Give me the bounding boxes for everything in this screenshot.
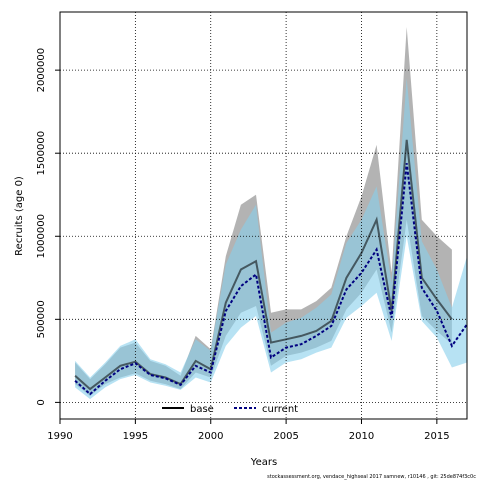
x-tick-label-1990: 1990 [47,431,72,442]
legend-base-label: base [190,404,214,415]
y-tick-label-2000000: 2000000 [36,48,47,93]
legend-current-label: current [262,404,298,415]
plot-frame [59,11,468,420]
x-tick-label-2005: 2005 [273,431,298,442]
footer-credit: stockassessment.org, vendace_highseal 20… [267,474,476,480]
series-line-base [74,139,453,391]
band-current [75,78,467,400]
legend: base current [162,404,298,415]
y-tick-label-500000: 500000 [36,300,47,338]
y-axis-title: Recruits (age 0) [14,176,25,256]
x-tick-label-2000: 2000 [198,431,223,442]
series-lines [74,139,468,396]
x-axis: 1990 1995 2000 2005 2010 2015 [47,419,450,442]
confidence-bands [75,27,467,400]
x-tick-label-2015: 2015 [424,431,449,442]
series-line-current [74,163,468,396]
y-tick-label-1500000: 1500000 [36,131,47,176]
x-tick-label-1995: 1995 [123,431,148,442]
y-tick-label-1000000: 1000000 [36,214,47,259]
x-tick-label-2010: 2010 [349,431,374,442]
y-axis: 0 500000 1000000 1500000 2000000 [36,48,60,406]
y-tick-label-0: 0 [36,399,47,405]
x-axis-title: Years [250,457,277,468]
